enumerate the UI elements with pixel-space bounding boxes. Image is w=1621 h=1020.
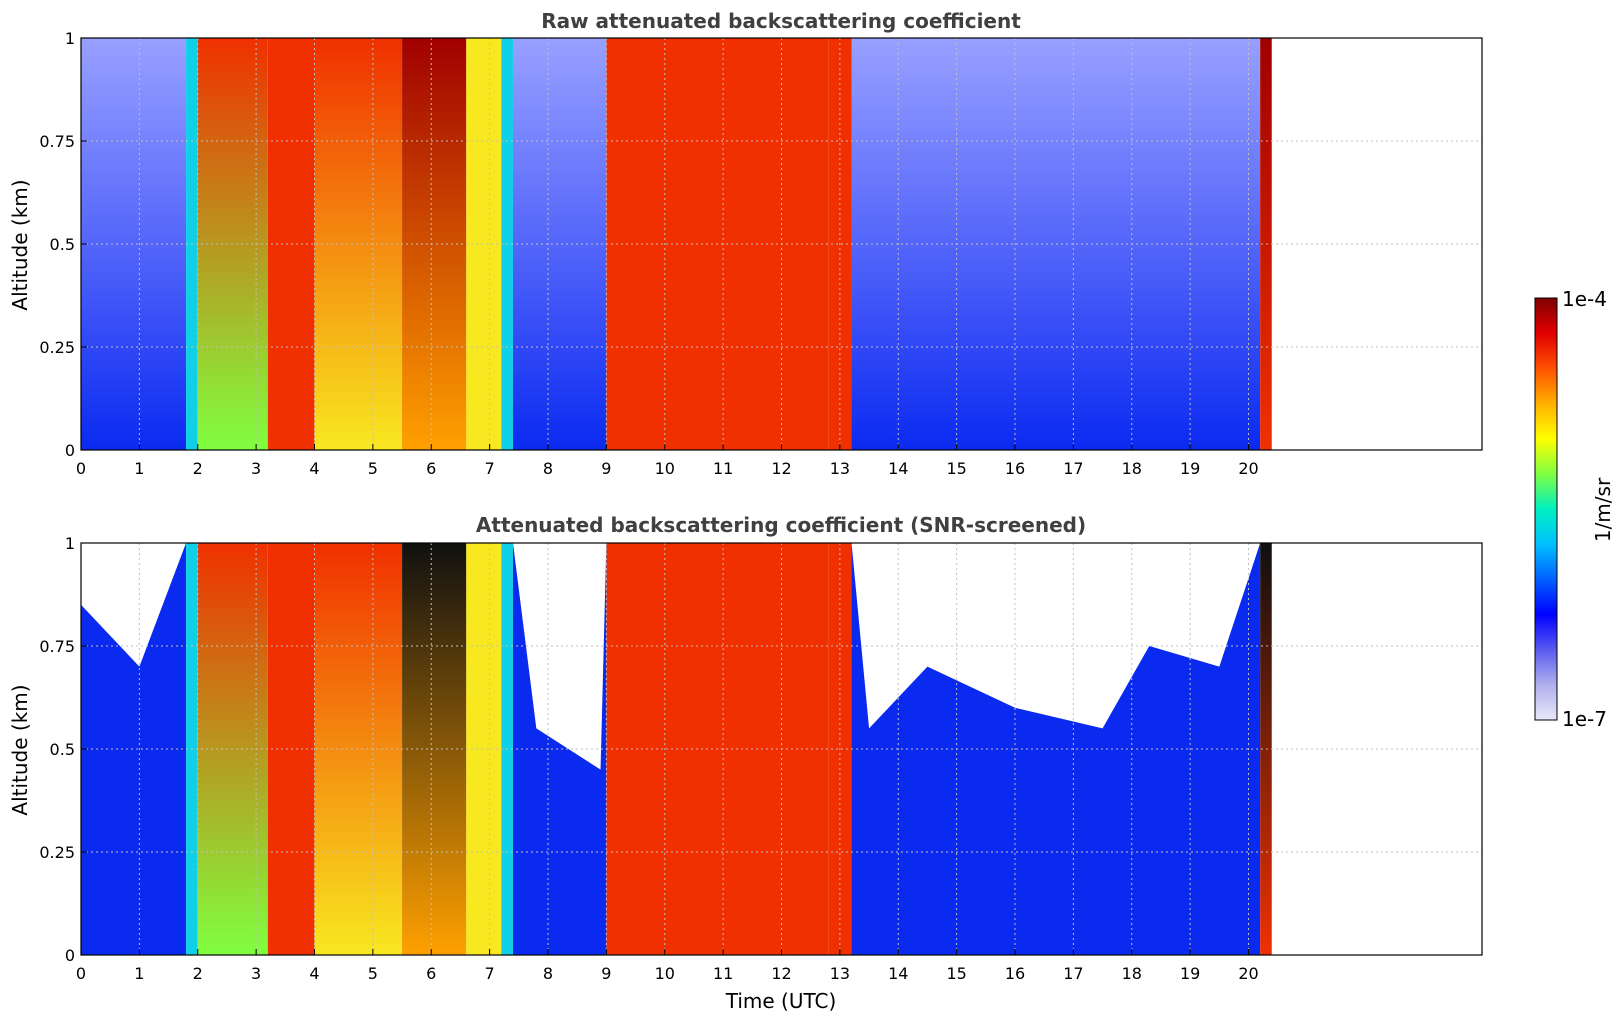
x-tick-label: 15 xyxy=(946,964,966,983)
y-tick-label: 1 xyxy=(65,29,75,48)
x-tick-label: 1 xyxy=(134,964,144,983)
x-tick-label: 14 xyxy=(888,459,908,478)
x-tick-label: 12 xyxy=(771,964,791,983)
x-tick-label: 13 xyxy=(830,459,850,478)
y-tick-label: 0.75 xyxy=(39,132,75,151)
x-tick-label: 8 xyxy=(543,964,553,983)
x-tick-label: 7 xyxy=(485,964,495,983)
x-tick-label: 10 xyxy=(655,459,675,478)
x-tick-label: 6 xyxy=(426,964,436,983)
x-tick-label: 15 xyxy=(946,459,966,478)
x-tick-label: 16 xyxy=(1005,964,1025,983)
y-tick-label: 0.25 xyxy=(39,843,75,862)
snr-screened-panel: Attenuated backscattering coefficient (S… xyxy=(8,513,1483,1013)
heatmap-area xyxy=(81,38,1482,450)
x-tick-label: 11 xyxy=(713,964,733,983)
x-axis-label: Time (UTC) xyxy=(725,989,837,1013)
y-tick-label: 0.75 xyxy=(39,637,75,656)
x-tick-label: 6 xyxy=(426,459,436,478)
x-tick-label: 17 xyxy=(1063,964,1083,983)
heatmap-band xyxy=(81,38,187,450)
snr-mask xyxy=(81,543,1272,770)
grid xyxy=(80,543,1482,955)
colorbar-max-label: 1e-4 xyxy=(1562,287,1607,311)
y-tick-label: 0.5 xyxy=(50,740,75,759)
x-tick-label: 16 xyxy=(1005,459,1025,478)
x-tick-label: 0 xyxy=(76,964,86,983)
colorbar-gradient xyxy=(1534,297,1558,721)
x-tick-label: 13 xyxy=(830,964,850,983)
x-tick-label: 2 xyxy=(193,459,203,478)
x-tick-label: 20 xyxy=(1238,459,1258,478)
y-axis-label: Altitude (km) xyxy=(8,684,32,815)
x-tick-label: 7 xyxy=(485,459,495,478)
heatmap-band xyxy=(799,38,829,450)
x-tick-label: 9 xyxy=(601,459,611,478)
x-axis-ticks: 0 1 2 3 4 5 6 7 8 9 10 11 12 13 14 15 16 17 18 19 20 xyxy=(76,949,1259,983)
heatmap-area xyxy=(81,543,1482,955)
x-tick-label: 19 xyxy=(1180,964,1200,983)
x-tick-label: 10 xyxy=(655,964,675,983)
chart-title: Raw attenuated backscattering coefficien… xyxy=(541,9,1021,33)
grid xyxy=(80,38,1482,450)
raw-backscatter-panel: Raw attenuated backscattering coefficien… xyxy=(8,9,1483,478)
colorbar-unit-label: 1/m/sr xyxy=(1591,477,1615,542)
x-tick-label: 9 xyxy=(601,964,611,983)
x-tick-label: 18 xyxy=(1122,964,1142,983)
x-tick-label: 5 xyxy=(368,459,378,478)
x-tick-label: 4 xyxy=(309,459,319,478)
y-tick-label: 0.25 xyxy=(39,338,75,357)
x-tick-label: 5 xyxy=(368,964,378,983)
chart-title: Attenuated backscattering coefficient (S… xyxy=(476,513,1086,537)
x-tick-label: 20 xyxy=(1238,964,1258,983)
x-tick-label: 11 xyxy=(713,459,733,478)
heatmap-band xyxy=(512,38,607,450)
y-axis-ticks: 0 0.25 0.5 0.75 1 xyxy=(39,534,87,965)
y-axis-ticks: 0 0.25 0.5 0.75 1 xyxy=(39,29,87,460)
colorbar-min-label: 1e-7 xyxy=(1562,707,1607,731)
y-axis-label: Altitude (km) xyxy=(8,179,32,310)
x-tick-label: 8 xyxy=(543,459,553,478)
colorbar: 1e-4 1e-7 1/m/sr xyxy=(1534,287,1615,731)
x-tick-label: 2 xyxy=(193,964,203,983)
y-tick-label: 0.5 xyxy=(50,235,75,254)
x-tick-label: 18 xyxy=(1122,459,1142,478)
x-tick-label: 0 xyxy=(76,459,86,478)
x-tick-label: 12 xyxy=(771,459,791,478)
x-tick-label: 4 xyxy=(309,964,319,983)
x-tick-label: 14 xyxy=(888,964,908,983)
heatmap-band xyxy=(799,543,829,955)
y-tick-label: 0 xyxy=(65,441,75,460)
x-axis-ticks: 0 1 2 3 4 5 6 7 8 9 10 11 12 13 14 15 16 17 18 19 20 xyxy=(76,444,1259,478)
x-tick-label: 3 xyxy=(251,459,261,478)
x-tick-label: 19 xyxy=(1180,459,1200,478)
x-tick-label: 17 xyxy=(1063,459,1083,478)
y-tick-label: 0 xyxy=(65,946,75,965)
y-tick-label: 1 xyxy=(65,534,75,553)
x-tick-label: 3 xyxy=(251,964,261,983)
x-tick-label: 1 xyxy=(134,459,144,478)
